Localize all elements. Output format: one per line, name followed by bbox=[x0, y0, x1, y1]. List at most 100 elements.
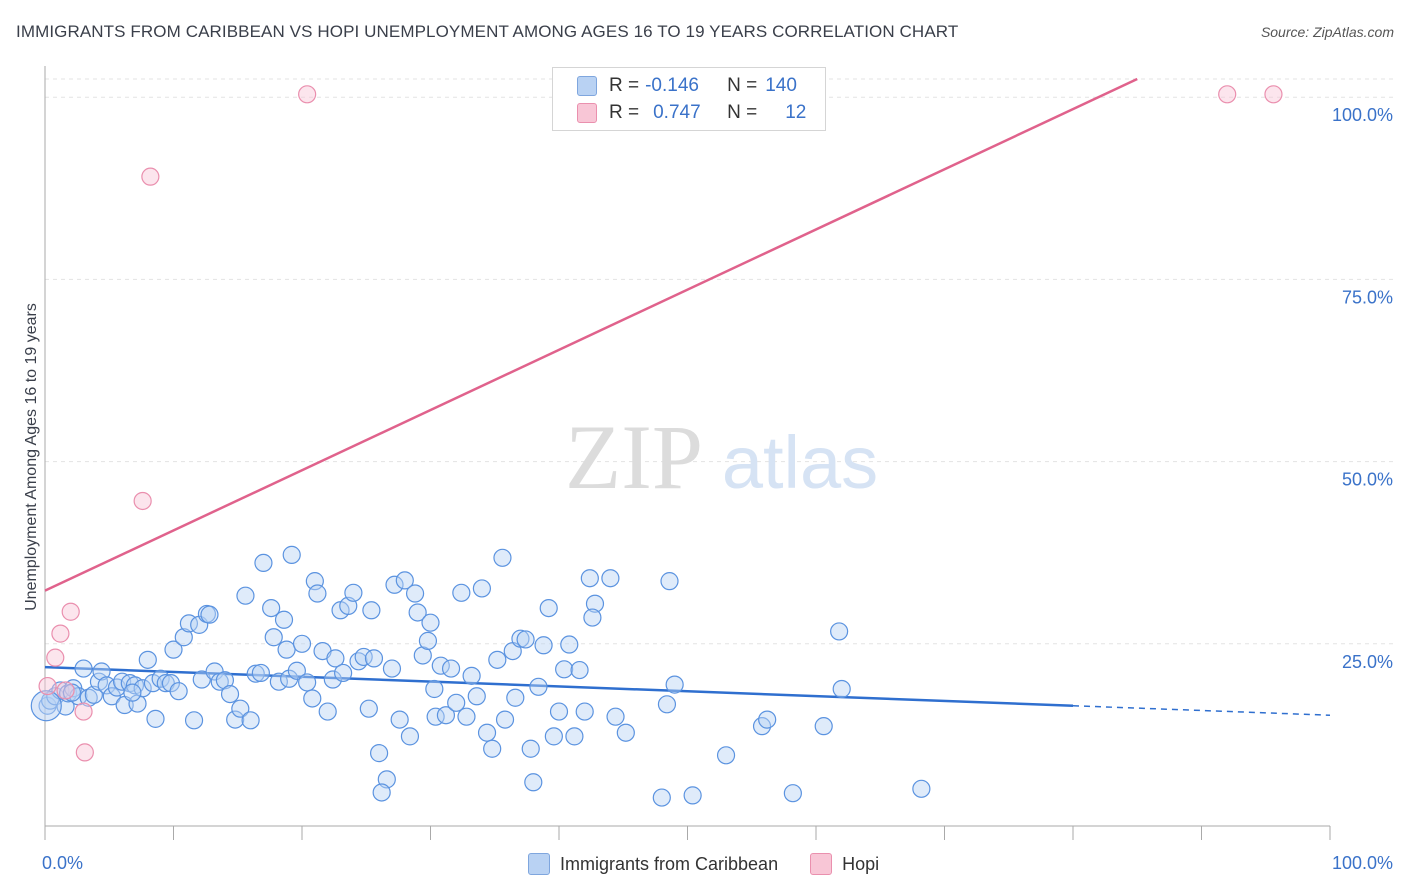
hopi-point bbox=[1218, 85, 1237, 104]
caribbean-point bbox=[529, 677, 548, 696]
caribbean-point bbox=[364, 649, 384, 668]
caribbean-point bbox=[215, 671, 234, 690]
caribbean-point bbox=[334, 663, 353, 683]
caribbean-point bbox=[472, 579, 491, 598]
r-label: R = bbox=[609, 75, 640, 96]
caribbean-point bbox=[716, 746, 736, 765]
caribbean-point bbox=[30, 690, 62, 722]
caribbean-point bbox=[616, 723, 635, 742]
x-tick-label: 0.0% bbox=[42, 853, 83, 873]
caribbean-point bbox=[425, 679, 444, 699]
caribbean-point bbox=[495, 710, 515, 729]
watermark-atlas: atlas bbox=[722, 421, 878, 504]
caribbean-point bbox=[251, 663, 270, 683]
r-label: R = bbox=[609, 102, 640, 123]
caribbean-point bbox=[236, 586, 255, 605]
caribbean-point bbox=[164, 640, 183, 659]
caribbean-point bbox=[758, 710, 777, 729]
hopi-point bbox=[38, 676, 57, 696]
caribbean-point bbox=[395, 571, 414, 590]
caribbean-point bbox=[467, 687, 486, 706]
axes bbox=[44, 66, 1331, 840]
caribbean-point bbox=[318, 702, 337, 721]
caribbean-point bbox=[372, 783, 391, 802]
caribbean-point bbox=[418, 631, 438, 650]
hopi-point bbox=[75, 743, 94, 762]
caribbean-point bbox=[146, 709, 165, 728]
caribbean-point bbox=[665, 675, 684, 694]
caribbean-point bbox=[241, 711, 260, 730]
caribbean-point bbox=[524, 773, 543, 792]
caribbean-point bbox=[277, 640, 296, 659]
caribbean-point bbox=[483, 739, 502, 758]
points-hopi bbox=[38, 85, 1283, 762]
hopi-swatch bbox=[577, 103, 597, 123]
caribbean-point bbox=[200, 605, 219, 624]
r-value-caribbean: -0.146 bbox=[645, 75, 699, 96]
caribbean-point bbox=[832, 679, 851, 699]
caribbean-point bbox=[254, 553, 273, 573]
caribbean-point bbox=[657, 695, 677, 714]
caribbean-point bbox=[220, 684, 240, 704]
caribbean-point bbox=[606, 707, 625, 726]
legend-item-hopi: Hopi bbox=[810, 853, 879, 875]
caribbean-point bbox=[102, 687, 121, 706]
hopi-point bbox=[46, 648, 65, 667]
legend-label-hopi: Hopi bbox=[842, 853, 880, 874]
hopi-point bbox=[133, 491, 152, 511]
caribbean-point bbox=[544, 727, 563, 746]
caribbean-point bbox=[174, 628, 193, 647]
caribbean-point bbox=[534, 636, 553, 655]
caribbean-point bbox=[493, 548, 512, 567]
caribbean-swatch bbox=[528, 853, 550, 875]
caribbean-point bbox=[580, 569, 599, 588]
points-caribbean bbox=[30, 545, 931, 807]
caribbean-point bbox=[133, 679, 152, 698]
caribbean-point bbox=[79, 688, 98, 707]
caribbean-point bbox=[575, 702, 594, 721]
caribbean-point bbox=[683, 786, 702, 805]
caribbean-point bbox=[555, 660, 574, 679]
caribbean-point bbox=[344, 583, 363, 602]
caribbean-point bbox=[231, 699, 250, 718]
caribbean-point bbox=[262, 598, 281, 618]
caribbean-point bbox=[539, 598, 558, 618]
y-tick-label: 50.0% bbox=[1342, 470, 1393, 490]
caribbean-point bbox=[192, 670, 211, 689]
x-tick-label: 100.0% bbox=[1332, 853, 1393, 873]
caribbean-point bbox=[246, 664, 265, 683]
caribbean-point bbox=[488, 650, 507, 669]
caribbean-point bbox=[298, 673, 317, 692]
caribbean-point bbox=[169, 682, 188, 701]
hopi-point bbox=[74, 702, 93, 721]
caribbean-point bbox=[783, 784, 802, 803]
y-tick-label: 25.0% bbox=[1342, 652, 1393, 672]
caribbean-point bbox=[74, 659, 93, 678]
caribbean-point bbox=[326, 649, 345, 668]
caribbean-point bbox=[123, 683, 142, 702]
series-legend: Immigrants from Caribbean Hopi bbox=[528, 851, 911, 877]
caribbean-point bbox=[269, 672, 288, 691]
caribbean-swatch bbox=[577, 76, 597, 96]
caribbean-point bbox=[601, 569, 620, 588]
caribbean-point bbox=[570, 660, 589, 680]
caribbean-trend-extension bbox=[1072, 705, 1331, 716]
n-label: N = bbox=[727, 102, 758, 123]
caribbean-point bbox=[156, 674, 175, 693]
y-tick-label: 100.0% bbox=[1332, 105, 1393, 125]
caribbean-point bbox=[431, 656, 450, 675]
caribbean-point bbox=[359, 699, 378, 718]
r-value-hopi: 0.747 bbox=[653, 102, 701, 123]
caribbean-point bbox=[184, 711, 204, 730]
caribbean-point bbox=[362, 601, 381, 620]
hopi-point bbox=[1264, 85, 1283, 104]
caribbean-point bbox=[92, 662, 111, 681]
y-tick-label: 75.0% bbox=[1342, 287, 1393, 307]
caribbean-point bbox=[436, 706, 456, 725]
legend-row-caribbean: R = -0.146 N = 140 bbox=[577, 74, 797, 98]
n-value-hopi: 12 bbox=[785, 102, 807, 123]
caribbean-point bbox=[477, 723, 497, 742]
caribbean-point bbox=[287, 661, 306, 680]
caribbean-point bbox=[323, 670, 342, 689]
caribbean-point bbox=[511, 629, 530, 648]
